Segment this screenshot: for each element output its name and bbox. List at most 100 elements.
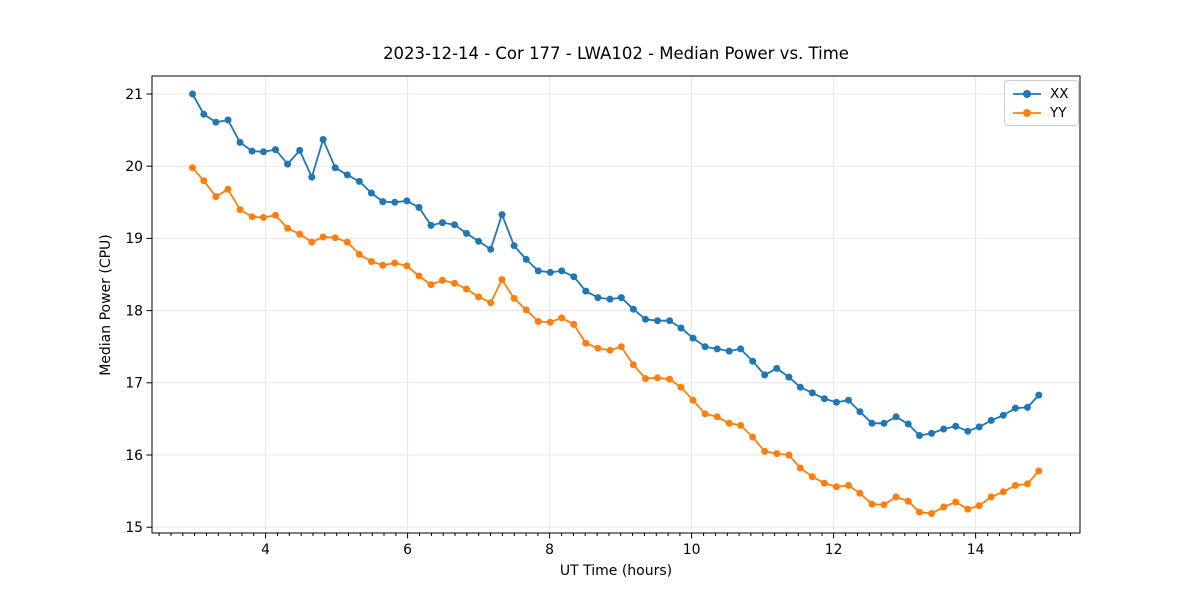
data-point [666,317,674,325]
data-point [403,197,411,205]
data-point [987,416,995,424]
data-point [343,171,351,179]
data-point [534,267,542,275]
data-point [689,396,697,404]
data-point [999,411,1007,419]
data-point [761,447,769,455]
legend-entry-xx: XX [1012,85,1069,102]
data-point [308,173,316,181]
data-point [236,206,244,214]
data-point [284,160,292,168]
data-point [928,510,936,517]
data-point [582,287,590,295]
y-tick-label: 21 [125,87,143,103]
gridlines [152,76,1080,533]
data-point [773,450,781,458]
data-point [737,345,745,353]
x-axis-label: UT Time (hours) [559,563,673,579]
data-point [796,383,804,391]
y-tick-label: 20 [125,159,143,175]
y-tick-label: 16 [125,448,143,464]
data-point [260,214,267,221]
data-point [617,294,625,302]
data-point [296,230,304,238]
data-point [999,488,1007,496]
data-point [582,339,590,347]
legend-label-xx: XX [1050,85,1069,102]
data-point [796,464,804,472]
data-point [606,346,614,354]
plot-border [151,75,1081,534]
data-point [833,398,840,406]
data-point [677,383,685,391]
data-point [594,344,602,352]
data-point [964,427,972,435]
data-point [701,343,709,351]
data-point [1035,467,1043,475]
data-point [987,493,995,501]
data-point [438,219,446,227]
data-point [820,395,828,403]
data-point [773,364,781,372]
data-point [212,118,220,126]
data-point [940,503,948,511]
data-point [331,234,339,242]
data-point [451,221,458,229]
data-point [427,281,435,289]
data-point [438,276,446,284]
data-point [224,116,232,124]
tick-labels: 4 6 8 10 12 14 15 16 17 18 19 20 21 [125,87,984,558]
data-point [546,318,554,326]
data-point [534,318,542,325]
data-point [308,238,316,246]
data-point [677,324,685,332]
x-tick-label: 12 [825,542,843,558]
data-point [487,245,495,253]
data-point [629,361,637,369]
data-point [498,211,506,219]
data-point [558,267,566,275]
data-point [713,345,721,353]
data-point [558,314,566,322]
legend-line-marker-icon [1013,108,1041,117]
data-point [713,413,721,421]
data-point [379,261,387,269]
data-point [952,422,960,430]
data-point [319,136,327,143]
data-point [642,375,649,382]
data-point [1011,481,1019,489]
x-tick-label: 4 [261,542,270,558]
data-point [296,146,304,154]
data-point [820,479,828,487]
x-tick-label: 10 [683,542,701,558]
data-point [379,198,387,206]
data-point [487,299,495,307]
data-point [510,242,518,250]
data-point [856,408,864,416]
data-point [952,498,960,506]
data-point [546,268,554,276]
data-point [904,420,912,428]
data-point [940,425,948,433]
data-point [1035,391,1043,399]
data-point [892,493,900,501]
data-point [475,237,483,245]
series-YY [189,164,1043,517]
data-point [522,306,530,314]
data-point [319,233,327,241]
data-point [248,147,256,155]
data-point [403,262,411,270]
data-point [642,315,649,323]
x-tick-label: 6 [403,542,412,558]
legend: XX YY [1004,80,1079,126]
data-point [594,294,602,302]
data-point [749,357,757,365]
data-point [272,211,279,219]
data-point [833,483,840,491]
data-point [689,334,697,342]
data-point [654,374,661,382]
data-point [856,489,864,497]
data-point [1024,480,1031,488]
data-point [331,164,339,172]
